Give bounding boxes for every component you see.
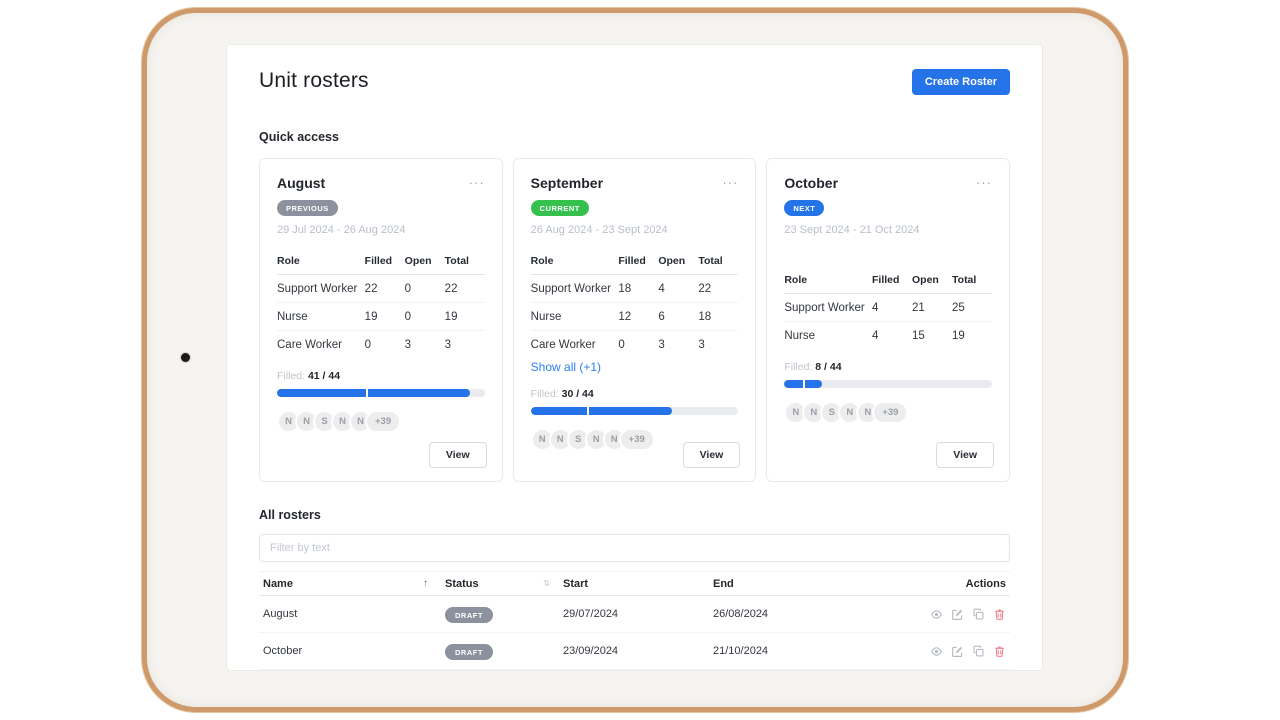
col-role: Role bbox=[784, 268, 873, 294]
roster-start: 29/07/2024 bbox=[563, 608, 619, 620]
row-actions bbox=[873, 608, 1006, 621]
table-row: Support Worker 4 21 25 bbox=[784, 293, 993, 322]
view-eye-icon[interactable] bbox=[930, 608, 943, 621]
filled-summary: Filled: 41 / 44 bbox=[277, 370, 341, 382]
duplicate-icon[interactable] bbox=[972, 608, 985, 621]
roster-end: 21/10/2024 bbox=[713, 645, 769, 657]
date-range: 23 Sept 2024 - 21 Oct 2024 bbox=[784, 224, 920, 236]
avatar: N bbox=[548, 428, 572, 451]
create-roster-button[interactable]: Create Roster bbox=[911, 69, 1010, 95]
ellipsis-menu-icon[interactable]: ··· bbox=[976, 175, 993, 190]
roles-table: Role Filled Open Total Support Worker 22 0… bbox=[277, 249, 485, 358]
roster-card-september: September ··· CURRENT 26 Aug 2024 - 23 S… bbox=[512, 158, 757, 482]
col-total: Total bbox=[698, 249, 739, 275]
staff-avatars: N N S N N +39 bbox=[277, 410, 485, 433]
table-row: Nurse 19 0 19 bbox=[277, 302, 485, 331]
card-title: September bbox=[530, 175, 604, 191]
duplicate-icon[interactable] bbox=[972, 645, 985, 658]
staff-avatars: N N S N N +39 bbox=[784, 401, 992, 424]
table-row: Nurse 4 15 19 bbox=[784, 329, 965, 342]
roster-card-august: August ··· PREVIOUS 29 Jul 2024 - 26 Aug… bbox=[259, 158, 503, 482]
page-title: Unit rosters bbox=[259, 69, 369, 92]
fill-progress-bar bbox=[277, 389, 485, 397]
page-header: Unit rosters Create Roster bbox=[259, 69, 1010, 95]
status-badge: DRAFT bbox=[445, 644, 493, 661]
date-range: 26 Aug 2024 - 23 Sept 2024 bbox=[530, 224, 668, 236]
table-row: Nurse 12 6 18 bbox=[530, 302, 739, 331]
header-start[interactable]: Start bbox=[563, 577, 589, 590]
col-filled: Filled bbox=[618, 249, 659, 275]
header-name[interactable]: Name bbox=[263, 577, 293, 590]
col-open: Open bbox=[404, 249, 445, 275]
status-badge: CURRENT bbox=[530, 200, 589, 216]
roles-table: Role Filled Open Total Support Worker 4 21… bbox=[784, 268, 993, 349]
roster-row-august[interactable]: August DRAFT 29/07/2024 26/08/2024 bbox=[259, 596, 1010, 633]
camera-dot bbox=[181, 353, 190, 362]
roles-table: Role Filled Open Total Support Worker 18 4… bbox=[530, 249, 739, 358]
view-button[interactable]: View bbox=[428, 442, 487, 468]
col-open: Open bbox=[658, 249, 699, 275]
col-role: Role bbox=[277, 249, 365, 275]
col-total: Total bbox=[444, 249, 485, 275]
table-row: Support Worker 18 4 22 bbox=[530, 274, 739, 303]
avatar-overflow-count: +39 bbox=[872, 401, 909, 424]
roster-card-october: October ··· NEXT 23 Sept 2024 - 21 Oct 2… bbox=[766, 158, 1011, 482]
table-row: Care Worker 0 3 3 bbox=[277, 338, 452, 351]
col-open: Open bbox=[912, 268, 953, 294]
view-button[interactable]: View bbox=[936, 442, 995, 468]
sort-icon[interactable]: ⇅ bbox=[543, 578, 551, 588]
roster-name: August bbox=[263, 608, 298, 620]
date-range: 29 Jul 2024 - 26 Aug 2024 bbox=[277, 224, 406, 236]
fill-progress-bar bbox=[784, 380, 993, 388]
header-status[interactable]: Status bbox=[445, 577, 479, 590]
card-title: August bbox=[277, 175, 326, 191]
status-badge: PREVIOUS bbox=[277, 200, 338, 216]
view-button[interactable]: View bbox=[682, 442, 741, 468]
filled-summary: Filled: 30 / 44 bbox=[530, 388, 594, 400]
fill-progress-bar bbox=[530, 407, 739, 415]
staff-avatars: N N S N N +39 bbox=[530, 428, 739, 451]
quick-access-heading: Quick access bbox=[259, 130, 339, 144]
status-badge: DRAFT bbox=[445, 607, 493, 624]
avatar: N bbox=[331, 410, 354, 433]
delete-trash-icon[interactable] bbox=[993, 608, 1006, 621]
show-all-link[interactable]: Show all (+1) bbox=[530, 360, 602, 374]
roster-name: October bbox=[263, 645, 303, 657]
table-row: Support Worker 22 0 22 bbox=[277, 274, 485, 303]
roster-start: 23/09/2024 bbox=[563, 645, 619, 657]
header-end[interactable]: End bbox=[713, 577, 734, 590]
rosters-table-header: Name ↑ Status ⇅ Start End Actions bbox=[259, 572, 1010, 596]
avatar-overflow-count: +39 bbox=[618, 428, 655, 451]
col-filled: Filled bbox=[872, 268, 913, 294]
all-rosters-heading: All rosters bbox=[259, 508, 321, 522]
status-badge: NEXT bbox=[784, 200, 825, 216]
view-eye-icon[interactable] bbox=[930, 645, 943, 658]
delete-trash-icon[interactable] bbox=[993, 645, 1006, 658]
table-row: Care Worker 0 3 3 bbox=[530, 338, 705, 351]
avatar: N bbox=[838, 401, 862, 424]
col-role: Role bbox=[530, 249, 619, 275]
rosters-table: Name ↑ Status ⇅ Start End Actions August… bbox=[259, 571, 1010, 670]
ellipsis-menu-icon[interactable]: ··· bbox=[468, 175, 485, 190]
header-actions: Actions bbox=[965, 577, 1006, 590]
ellipsis-menu-icon[interactable]: ··· bbox=[722, 175, 739, 190]
col-filled: Filled bbox=[364, 249, 405, 275]
filled-summary: Filled: 8 / 44 bbox=[784, 361, 842, 373]
app-screen: Unit rosters Create Roster Quick access … bbox=[227, 45, 1042, 670]
sort-asc-icon[interactable]: ↑ bbox=[423, 578, 428, 589]
roster-end: 26/08/2024 bbox=[713, 608, 769, 620]
card-title: October bbox=[784, 175, 839, 191]
unit-rosters-page: Unit rosters Create Roster Quick access … bbox=[227, 45, 1042, 670]
quick-access-cards: August ··· PREVIOUS 29 Jul 2024 - 26 Aug… bbox=[259, 158, 1011, 482]
edit-icon[interactable] bbox=[951, 645, 964, 658]
filter-input[interactable] bbox=[259, 534, 1010, 562]
row-actions bbox=[873, 645, 1006, 658]
col-total: Total bbox=[952, 268, 993, 294]
roster-row-october[interactable]: October DRAFT 23/09/2024 21/10/2024 bbox=[259, 633, 1010, 670]
edit-icon[interactable] bbox=[951, 608, 964, 621]
tablet-frame: Unit rosters Create Roster Quick access … bbox=[142, 8, 1128, 712]
avatar-overflow-count: +39 bbox=[365, 410, 402, 433]
